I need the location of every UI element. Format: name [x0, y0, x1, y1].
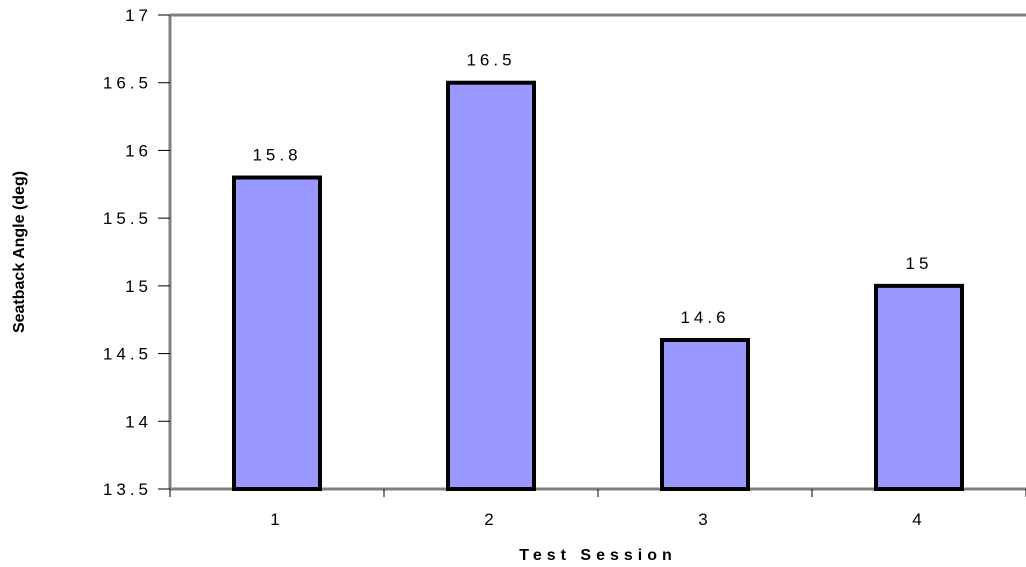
y-axis-title: Seatback Angle (deg) — [11, 171, 28, 333]
bar-value-label: 15 — [906, 254, 933, 273]
y-tick-label: 13.5 — [103, 480, 152, 499]
bar — [446, 80, 536, 491]
bar-value-label: 16.5 — [466, 51, 515, 70]
bar — [874, 283, 964, 491]
x-category-label: 2 — [484, 510, 497, 529]
bar-value-label: 15.8 — [252, 146, 301, 165]
y-tick-label: 14 — [125, 412, 152, 431]
bar — [660, 338, 750, 491]
bar — [232, 175, 322, 491]
x-category-label: 3 — [698, 510, 711, 529]
y-tick-label: 17 — [125, 6, 152, 25]
data-labels: 15.8 16.5 14.6 15 — [252, 51, 933, 327]
y-tick-label: 16.5 — [103, 74, 152, 93]
x-category-label: 1 — [270, 510, 283, 529]
y-tick-label: 15.5 — [103, 209, 152, 228]
y-tick-label: 14.5 — [103, 345, 152, 364]
x-axis-title: Test Session — [519, 547, 677, 564]
y-tick-label: 16 — [125, 141, 152, 160]
x-axis: 1 2 3 4 — [169, 489, 1026, 529]
y-axis: 13.5 14 14.5 15 15.5 16 16.5 17 — [103, 6, 170, 499]
bar-value-label: 14.6 — [680, 308, 729, 327]
x-category-label: 4 — [912, 510, 925, 529]
y-tick-label: 15 — [125, 277, 152, 296]
bars — [232, 80, 964, 491]
